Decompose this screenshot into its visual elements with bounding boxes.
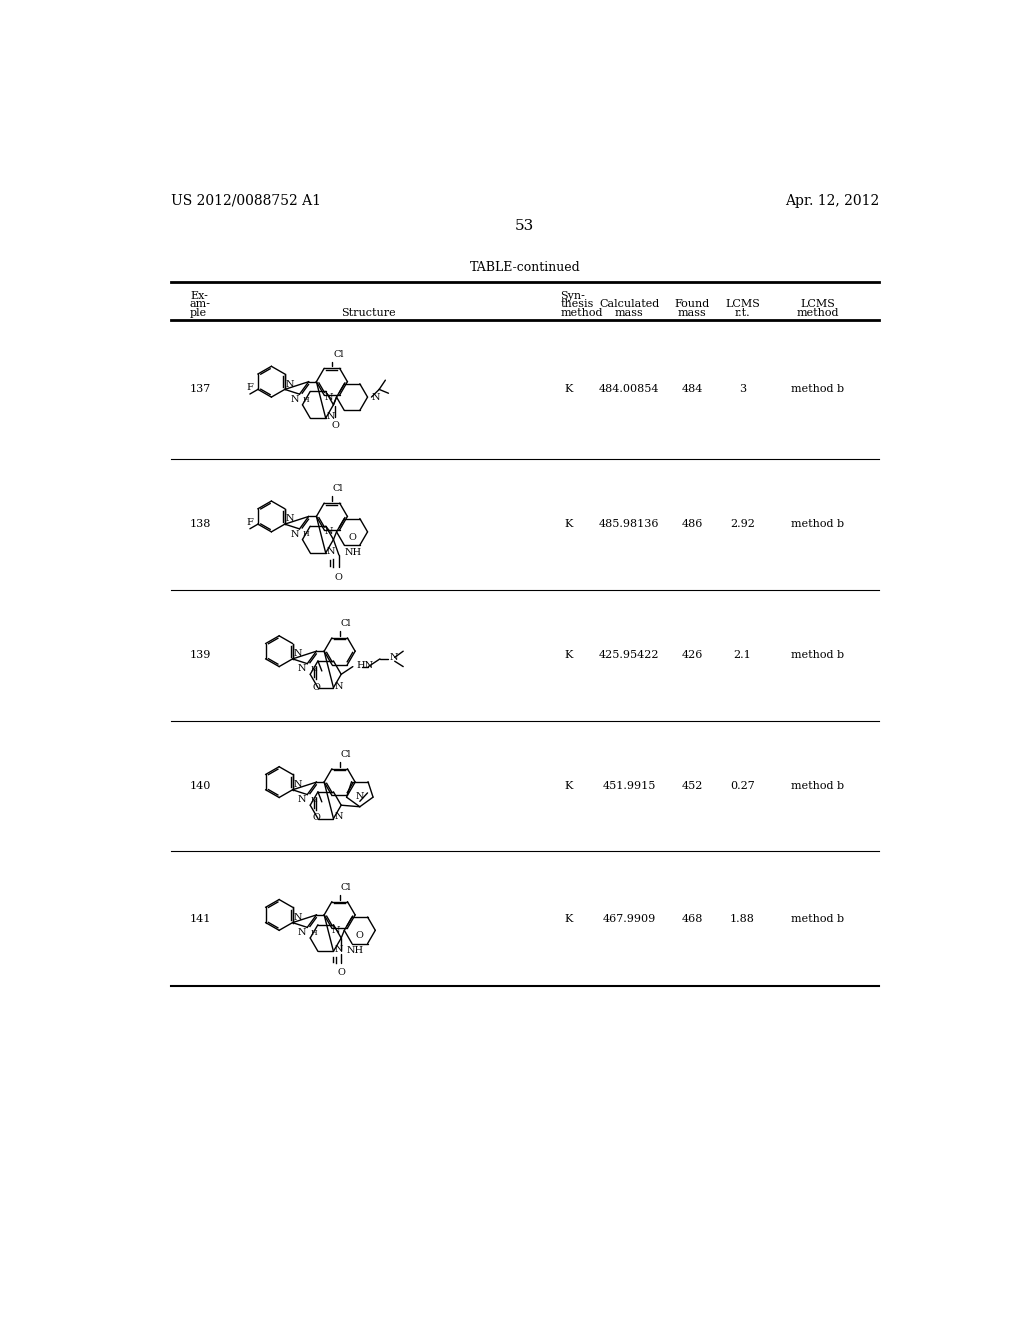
Text: TABLE-continued: TABLE-continued	[469, 261, 581, 275]
Text: method: method	[797, 308, 839, 318]
Text: 484.00854: 484.00854	[599, 384, 659, 395]
Text: 451.9915: 451.9915	[603, 781, 656, 791]
Text: K: K	[564, 913, 572, 924]
Text: O: O	[356, 931, 364, 940]
Text: mass: mass	[615, 308, 644, 318]
Text: N: N	[327, 412, 335, 421]
Text: method: method	[560, 308, 603, 318]
Text: H: H	[303, 396, 309, 404]
Text: H: H	[310, 796, 317, 804]
Text: 467.9909: 467.9909	[603, 913, 656, 924]
Text: NH: NH	[345, 548, 362, 557]
Text: am-: am-	[190, 300, 211, 309]
Text: N: N	[286, 380, 294, 388]
Text: Calculated: Calculated	[599, 300, 659, 309]
Text: 452: 452	[682, 781, 702, 791]
Text: Structure: Structure	[341, 308, 395, 318]
Text: N: N	[334, 681, 343, 690]
Text: thesis: thesis	[560, 300, 594, 309]
Text: Cl: Cl	[340, 750, 351, 759]
Text: LCMS: LCMS	[725, 300, 760, 309]
Text: H: H	[310, 929, 317, 937]
Text: K: K	[564, 649, 572, 660]
Text: F: F	[247, 519, 253, 527]
Text: K: K	[564, 384, 572, 395]
Text: O: O	[337, 968, 345, 977]
Text: H: H	[310, 665, 317, 673]
Text: HN: HN	[356, 660, 374, 669]
Text: Found: Found	[675, 300, 710, 309]
Text: N: N	[390, 653, 398, 661]
Text: 425.95422: 425.95422	[599, 649, 659, 660]
Text: N: N	[332, 925, 340, 935]
Text: method b: method b	[792, 649, 845, 660]
Text: Cl: Cl	[340, 619, 351, 628]
Text: 486: 486	[682, 519, 702, 529]
Text: method b: method b	[792, 519, 845, 529]
Text: K: K	[564, 781, 572, 791]
Text: Syn-: Syn-	[560, 290, 586, 301]
Text: K: K	[564, 519, 572, 529]
Text: N: N	[298, 664, 306, 673]
Text: 426: 426	[682, 649, 702, 660]
Text: method b: method b	[792, 384, 845, 395]
Text: N: N	[293, 913, 302, 921]
Text: O: O	[348, 533, 356, 543]
Text: N: N	[372, 392, 380, 401]
Text: 137: 137	[190, 384, 211, 395]
Text: 3: 3	[739, 384, 746, 395]
Text: 139: 139	[190, 649, 211, 660]
Text: NH: NH	[347, 946, 364, 954]
Text: ple: ple	[190, 308, 207, 318]
Text: N: N	[334, 813, 343, 821]
Text: 141: 141	[190, 913, 211, 924]
Text: N: N	[298, 796, 306, 804]
Text: mass: mass	[678, 308, 707, 318]
Text: 485.98136: 485.98136	[599, 519, 659, 529]
Text: N: N	[290, 529, 299, 539]
Text: 138: 138	[190, 519, 211, 529]
Text: 140: 140	[190, 781, 211, 791]
Text: Apr. 12, 2012: Apr. 12, 2012	[784, 194, 879, 207]
Text: N: N	[286, 515, 294, 524]
Text: N: N	[325, 528, 333, 536]
Text: 53: 53	[515, 219, 535, 234]
Text: Cl: Cl	[340, 883, 351, 892]
Text: 468: 468	[682, 913, 702, 924]
Text: r.t.: r.t.	[735, 308, 751, 318]
Text: Cl: Cl	[334, 350, 344, 359]
Text: N: N	[334, 945, 343, 954]
Text: N: N	[293, 649, 302, 659]
Text: method b: method b	[792, 913, 845, 924]
Text: 0.27: 0.27	[730, 781, 755, 791]
Text: N: N	[355, 792, 365, 801]
Text: N: N	[327, 546, 335, 556]
Text: H: H	[303, 531, 309, 539]
Text: O: O	[331, 421, 339, 430]
Text: LCMS: LCMS	[801, 300, 836, 309]
Text: N: N	[298, 928, 306, 937]
Text: N: N	[325, 392, 333, 401]
Text: F: F	[247, 384, 253, 392]
Text: US 2012/0088752 A1: US 2012/0088752 A1	[171, 194, 321, 207]
Text: O: O	[335, 573, 343, 582]
Text: Ex-: Ex-	[190, 290, 208, 301]
Text: N: N	[290, 395, 299, 404]
Text: O: O	[312, 682, 321, 692]
Text: 1.88: 1.88	[730, 913, 755, 924]
Text: O: O	[312, 813, 321, 822]
Text: 484: 484	[682, 384, 702, 395]
Text: 2.92: 2.92	[730, 519, 755, 529]
Text: method b: method b	[792, 781, 845, 791]
Text: 2.1: 2.1	[734, 649, 752, 660]
Text: N: N	[293, 780, 302, 789]
Text: Cl: Cl	[333, 484, 343, 494]
